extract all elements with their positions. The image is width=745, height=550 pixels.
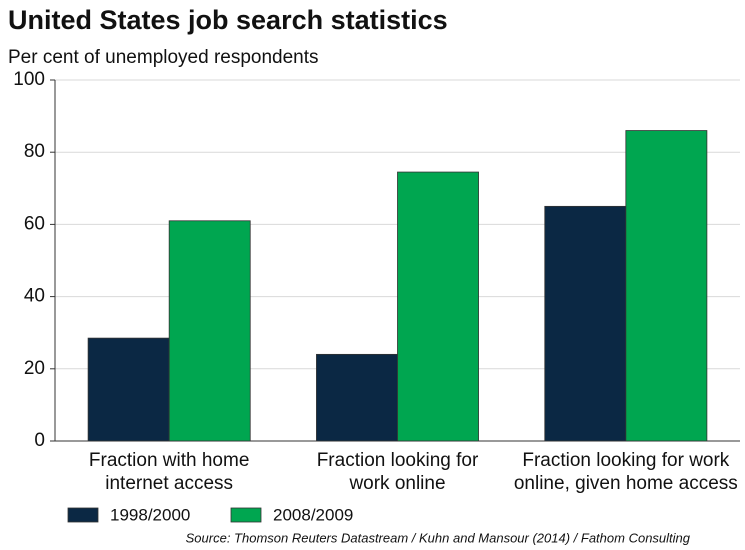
legend-swatch xyxy=(67,507,99,523)
bar xyxy=(316,353,398,442)
bar xyxy=(87,337,170,442)
x-tick-label: Fraction with home internet access xyxy=(88,450,250,494)
bar xyxy=(544,205,627,442)
y-tick-label: 100 xyxy=(13,69,45,90)
y-tick-label: 80 xyxy=(24,141,45,162)
y-tick-label: 20 xyxy=(24,358,45,379)
chart-subtitle: Per cent of unemployed respondents xyxy=(8,47,319,68)
legend-swatch xyxy=(230,507,262,523)
y-tick-label: 0 xyxy=(34,430,45,451)
x-tick-label: Fraction looking for work online xyxy=(316,450,479,494)
x-tick-label: Fraction looking for work online, given … xyxy=(513,450,738,494)
legend-label: 1998/2000 xyxy=(110,505,190,524)
bar xyxy=(168,220,251,442)
source: Source: Thomson Reuters Datastream / Kuh… xyxy=(186,530,691,545)
y-tick-label: 60 xyxy=(24,213,45,234)
bar xyxy=(625,130,708,442)
chart-title: United States job search statistics xyxy=(8,5,448,35)
legend-label: 2008/2009 xyxy=(273,505,353,524)
bar xyxy=(397,171,479,442)
y-tick-label: 40 xyxy=(24,286,45,307)
